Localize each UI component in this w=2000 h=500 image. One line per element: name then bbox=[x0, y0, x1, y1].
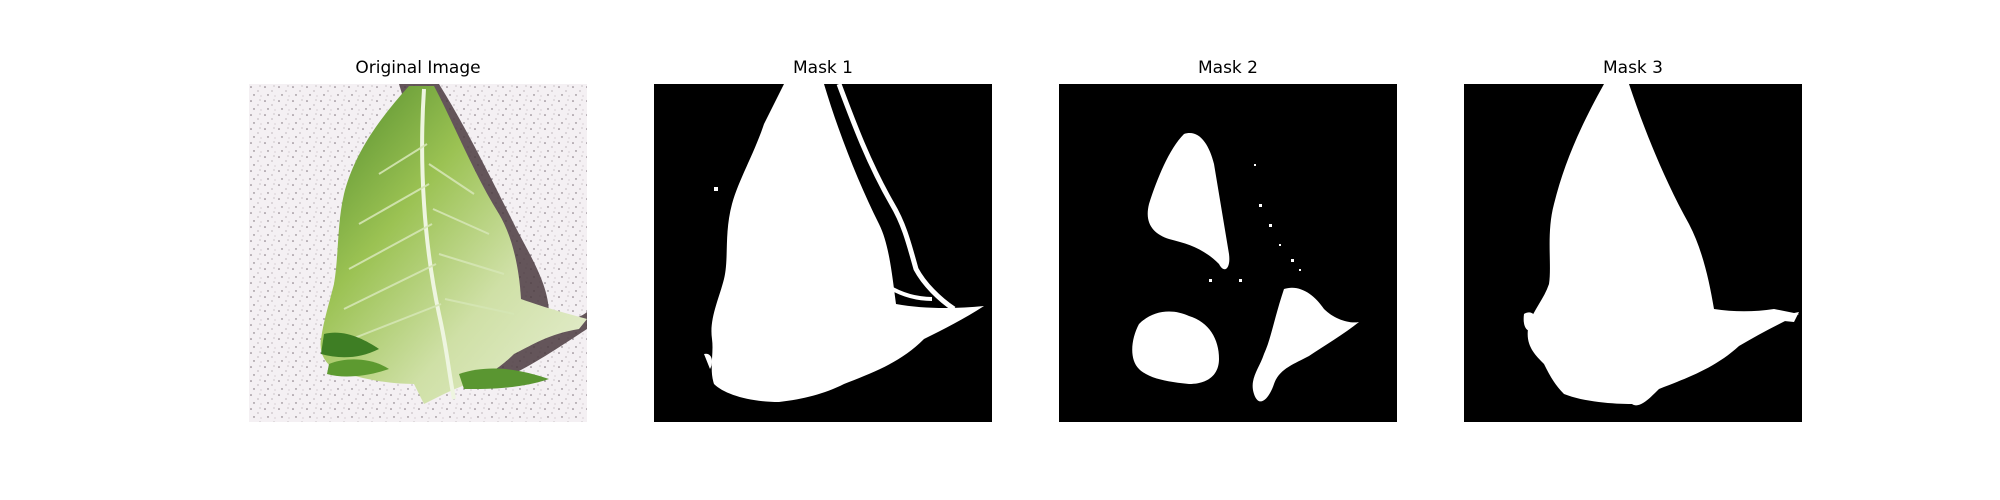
segmentation-mask-icon bbox=[1059, 84, 1397, 422]
mask-1-image bbox=[654, 84, 992, 422]
mask-2-image bbox=[1059, 84, 1397, 422]
segmentation-mask-icon bbox=[1464, 84, 1802, 422]
leaf-photo-icon bbox=[249, 84, 587, 422]
panel-title-mask-3: Mask 3 bbox=[1602, 58, 1663, 78]
panel-title-mask-2: Mask 2 bbox=[1197, 58, 1258, 78]
mask-3-image bbox=[1464, 84, 1802, 422]
segmentation-mask-icon bbox=[654, 84, 992, 422]
panel-title-mask-1: Mask 1 bbox=[792, 58, 853, 78]
original-image bbox=[249, 84, 587, 422]
panel-title-original: Original Image bbox=[355, 58, 481, 78]
